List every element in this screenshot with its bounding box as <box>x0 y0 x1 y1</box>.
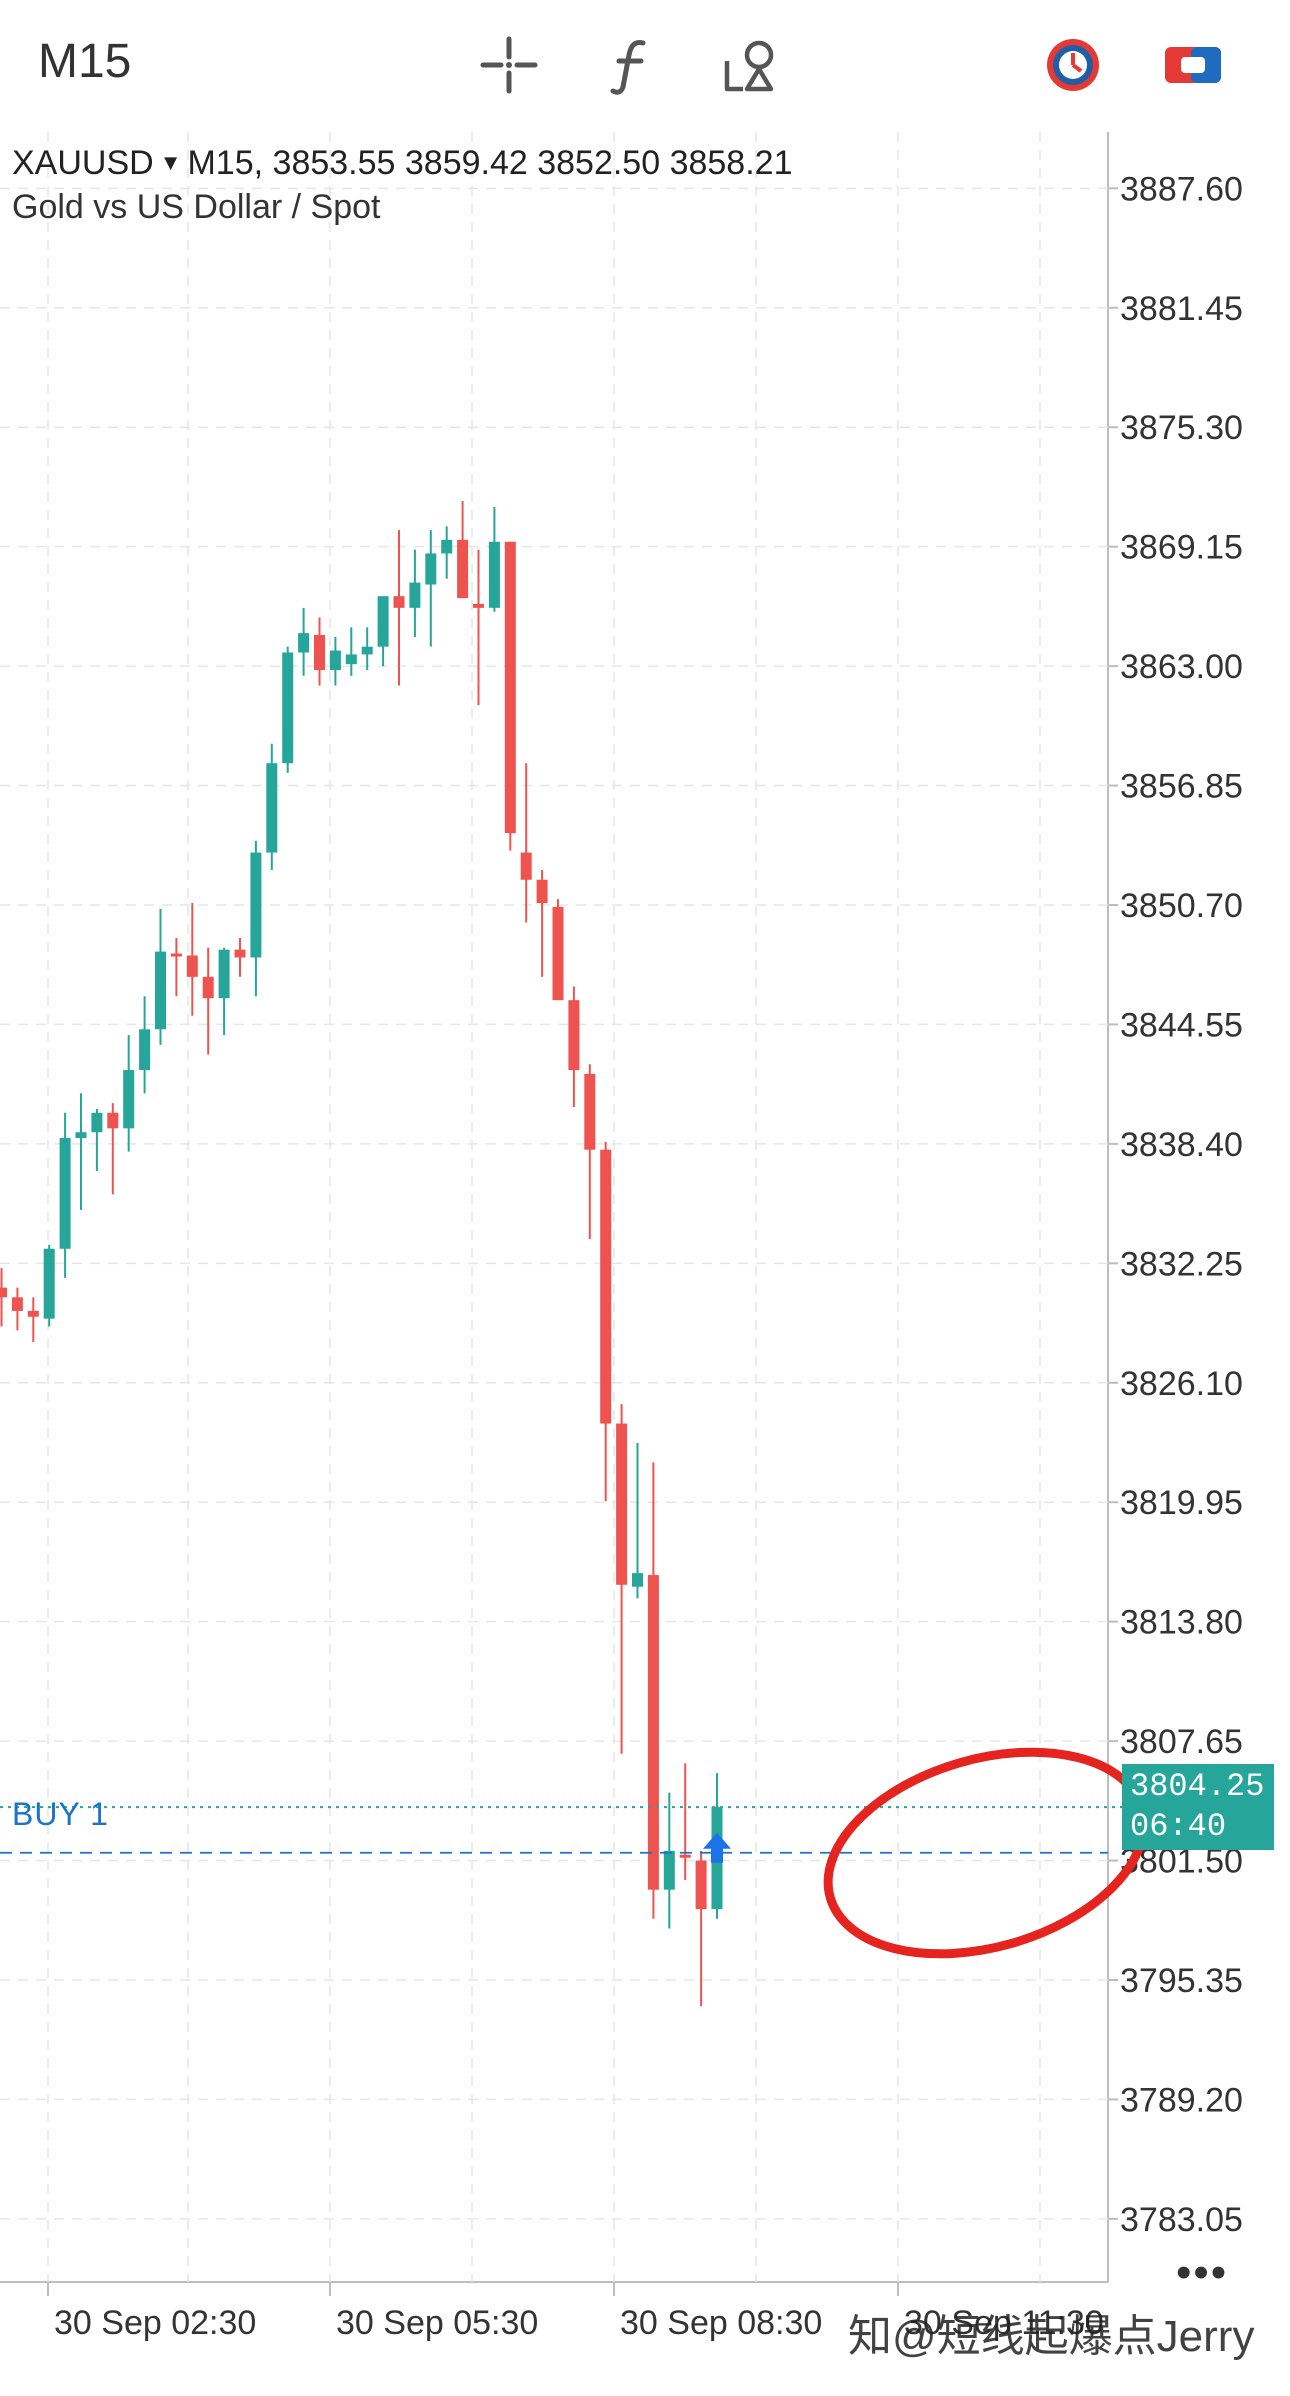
candle-body <box>170 953 182 957</box>
candle-body <box>679 1854 691 1858</box>
symbol-ohlc: 3853.55 3859.42 3852.50 3858.21 <box>272 144 793 182</box>
candle-body <box>43 1248 55 1319</box>
y-axis-label: 3832.25 <box>1120 1245 1243 1283</box>
x-axis-label: 30 Sep 05:30 <box>336 2304 538 2342</box>
y-axis-label: 3819.95 <box>1120 1484 1243 1522</box>
candle-body <box>0 1287 7 1298</box>
candle-body <box>27 1310 39 1317</box>
candle-body <box>139 1029 151 1071</box>
symbol-description: Gold vs US Dollar / Spot <box>12 188 381 226</box>
buy-arrow-icon <box>703 1832 731 1863</box>
candle-body <box>552 906 564 1001</box>
candle-body <box>536 879 548 904</box>
candle-body <box>234 949 246 958</box>
y-axis-label: 3838.40 <box>1120 1126 1243 1164</box>
candle-body <box>298 633 310 653</box>
candle-body <box>91 1112 103 1133</box>
candle-body <box>568 1000 580 1071</box>
timeframe-button[interactable]: M15 <box>38 35 132 88</box>
candle-body <box>329 650 341 670</box>
candle-body <box>632 1573 643 1587</box>
y-axis-label: 3869.15 <box>1120 529 1243 567</box>
candle-body <box>250 852 262 958</box>
y-axis-label: 3813.80 <box>1120 1604 1243 1642</box>
y-axis-label: 3807.65 <box>1120 1723 1243 1761</box>
candle-body <box>155 951 166 1030</box>
y-axis-label: 3863.00 <box>1120 648 1243 686</box>
y-axis-label: 3856.85 <box>1120 768 1243 806</box>
bar-countdown: 06:40 <box>1130 1808 1227 1845</box>
candle-body <box>695 1860 707 1910</box>
indicator-f-icon[interactable] <box>596 30 666 100</box>
y-axis-label: 3887.60 <box>1120 170 1243 208</box>
current-price: 3804.25 <box>1130 1768 1265 1805</box>
crosshair-icon[interactable] <box>474 30 544 100</box>
objects-icon[interactable] <box>718 30 788 100</box>
candle-body <box>59 1138 71 1249</box>
buy-order-label[interactable]: BUY 1 <box>12 1796 109 1832</box>
dropdown-triangle-icon[interactable]: ▼ <box>159 150 182 175</box>
candle-body <box>473 603 484 608</box>
y-axis-label: 3881.45 <box>1120 290 1243 328</box>
y-axis-label: 3875.30 <box>1120 409 1243 447</box>
x-axis-label: 30 Sep 02:30 <box>54 2304 256 2342</box>
time-icon[interactable] <box>1038 30 1108 100</box>
watermark: 知@短线起爆点Jerry <box>848 2312 1255 2361</box>
candle-body <box>345 654 357 665</box>
x-axis-label: 30 Sep 11:30 <box>904 2304 1104 2342</box>
symbol-header[interactable]: XAUUSD ▼ M15, 3853.55 3859.42 3852.50 3858… <box>12 144 792 183</box>
y-axis-label: 3795.35 <box>1120 1962 1243 2000</box>
symbol-name: XAUUSD <box>12 144 154 182</box>
comma: , <box>253 144 273 182</box>
candle-body <box>186 955 198 977</box>
candle-body <box>393 596 405 608</box>
candle-body <box>11 1297 23 1311</box>
candle-body <box>425 553 437 585</box>
candle-body <box>409 582 421 608</box>
candle-body <box>647 1575 659 1890</box>
candle-body <box>616 1423 628 1585</box>
candle-body <box>600 1149 612 1424</box>
y-axis-label: 3789.20 <box>1120 2081 1243 2119</box>
y-axis-label: 3844.55 <box>1120 1006 1243 1044</box>
y-axis-label: 3850.70 <box>1120 887 1243 925</box>
y-axis-label: 3783.05 <box>1120 2201 1243 2239</box>
candle-body <box>282 652 294 764</box>
candle-body <box>361 646 373 655</box>
candle-body <box>504 541 516 834</box>
candle-body <box>520 852 532 880</box>
candle-body <box>75 1132 87 1139</box>
candle-body <box>266 763 278 853</box>
toolbar: M15 <box>0 0 1290 128</box>
candle-body <box>663 1850 675 1890</box>
candle-body <box>218 949 230 999</box>
candle-body <box>488 541 500 608</box>
candle-body <box>314 635 325 670</box>
x-axis-label: 30 Sep 08:30 <box>620 2304 822 2342</box>
more-options-button[interactable]: ••• <box>1176 2248 1229 2297</box>
trade-icon[interactable] <box>1158 30 1228 100</box>
candle-body <box>123 1070 135 1129</box>
candle-body <box>107 1112 119 1129</box>
symbol-timeframe: M15 <box>187 144 254 182</box>
current-price-tag: 3804.25 06:40 <box>1122 1764 1274 1850</box>
candle-body <box>584 1073 596 1150</box>
y-axis-label: 3826.10 <box>1120 1365 1243 1403</box>
candle-body <box>441 539 453 554</box>
candle-body <box>202 976 214 999</box>
candle-body <box>457 539 469 599</box>
candle-body <box>377 596 389 647</box>
